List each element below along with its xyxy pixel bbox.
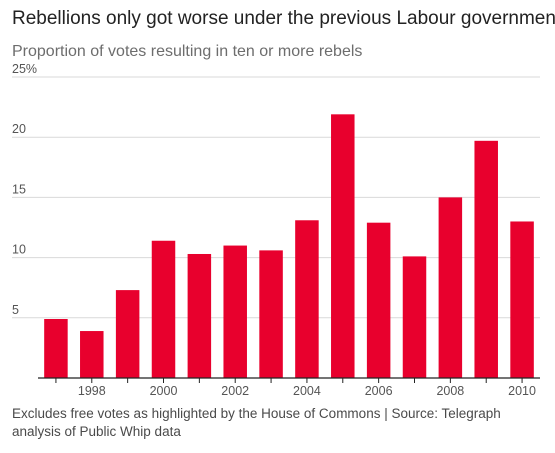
chart-subtitle: Proportion of votes resulting in ten or … (12, 43, 363, 60)
y-axis-labels: 5 10 15 20 25% (12, 62, 37, 317)
x-tick-label: 2004 (293, 384, 321, 398)
bar-layer (44, 114, 534, 378)
bar-2005 (331, 114, 355, 378)
x-tick-label: 2008 (436, 384, 464, 398)
bar-2004 (295, 220, 319, 378)
y-tick-label: 25% (12, 62, 37, 76)
x-axis-ticks: 1998 2000 2002 2004 2006 2008 2010 (55, 378, 536, 398)
bar-1997 (44, 319, 68, 378)
bar-2009 (474, 140, 498, 378)
bar-2008 (438, 197, 463, 378)
y-tick-label: 5 (12, 303, 19, 317)
bar-2010 (510, 221, 534, 378)
bar-chart: 1998 2000 2002 2004 2006 2008 2010 5 10 15 20 25% (12, 62, 540, 398)
bar-2003 (259, 250, 283, 378)
bar-2000 (151, 240, 176, 378)
bar-1999 (115, 290, 140, 378)
x-tick-label: 2000 (150, 384, 178, 398)
bar-2002 (223, 245, 247, 378)
y-tick-label: 20 (12, 122, 26, 136)
x-tick-label: 2006 (365, 384, 393, 398)
x-tick-label: 2010 (508, 384, 536, 398)
x-tick-label: 2002 (221, 384, 249, 398)
bar-2007 (402, 256, 427, 378)
chart-title: Rebellions only got worse under the prev… (12, 8, 555, 29)
bar-2001 (187, 253, 212, 378)
chart-footnote: Excludes free votes as highlighted by th… (12, 406, 501, 439)
y-tick-label: 15 (12, 182, 26, 196)
y-tick-label: 10 (12, 243, 26, 257)
x-tick-label: 1998 (78, 384, 106, 398)
bar-2006 (366, 222, 391, 378)
bar-1998 (80, 331, 104, 378)
